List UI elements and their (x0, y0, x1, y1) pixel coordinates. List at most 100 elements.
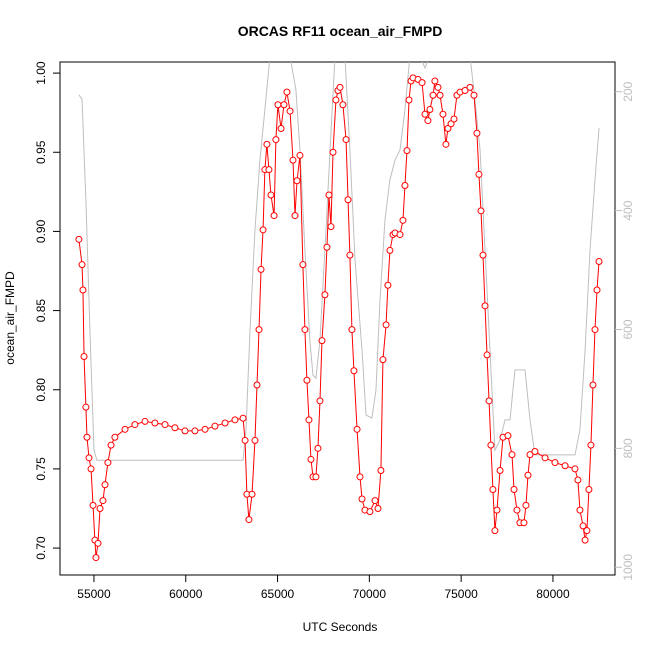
data-point (231, 416, 239, 424)
data-point (418, 79, 426, 87)
data-point (493, 506, 501, 514)
data-point (327, 223, 335, 231)
data-point (541, 454, 549, 462)
series-line (78, 77, 600, 558)
data-point (332, 96, 340, 104)
data-point (274, 101, 282, 109)
data-point (444, 125, 452, 132)
data-point (429, 91, 437, 99)
data-point (80, 353, 88, 360)
data-point (104, 459, 112, 467)
data-point (265, 166, 273, 174)
data-point (325, 191, 333, 199)
y-tick-label: 0.85 (34, 299, 48, 323)
data-point (531, 448, 539, 455)
data-point (283, 88, 291, 96)
data-point (85, 454, 93, 462)
data-point (323, 243, 331, 251)
data-point (263, 140, 271, 148)
data-point (583, 527, 591, 535)
x-tick-label: 55000 (77, 587, 111, 601)
data-point (75, 235, 83, 243)
data-point (485, 397, 493, 405)
data-point (253, 381, 261, 389)
data-point (248, 490, 256, 498)
data-point (595, 258, 603, 265)
data-point (121, 425, 129, 433)
y-tick-label: 0.70 (34, 536, 48, 560)
data-point (384, 281, 392, 289)
x-tick-label: 80000 (536, 587, 570, 601)
data-point (593, 286, 601, 294)
data-point (342, 136, 350, 144)
data-point (280, 101, 288, 109)
data-point (491, 527, 499, 535)
data-point (450, 115, 458, 123)
series-line (78, 62, 600, 461)
data-point (496, 467, 504, 474)
x-tick-label: 70000 (353, 587, 387, 601)
data-point (439, 110, 447, 118)
data-point (267, 191, 275, 199)
data-point (589, 381, 597, 389)
data-point (504, 432, 512, 440)
data-point (396, 231, 404, 239)
data-point (161, 421, 169, 429)
data-point (386, 246, 394, 254)
data-point (277, 125, 285, 132)
data-point (473, 129, 481, 137)
data-point (181, 427, 189, 435)
data-point (481, 302, 489, 310)
data-point (520, 519, 528, 527)
plot-box (59, 61, 616, 576)
data-point (94, 539, 102, 547)
y2-tick-label: 1000 (621, 554, 635, 581)
x-tick-label: 60000 (169, 587, 203, 601)
data-point (470, 91, 478, 99)
data-point (299, 261, 307, 269)
y2-tick-label: 400 (621, 200, 635, 220)
data-point (191, 427, 199, 435)
data-point (336, 83, 344, 91)
data-point (591, 326, 599, 334)
data-point (353, 425, 361, 433)
data-point (89, 501, 97, 509)
y2-tick-label: 600 (621, 319, 635, 339)
data-point (513, 506, 521, 514)
data-point (382, 321, 390, 329)
y-tick-label: 0.80 (34, 378, 48, 402)
data-point (82, 403, 90, 411)
data-point (92, 554, 100, 562)
data-point (83, 433, 91, 441)
data-point (221, 419, 229, 427)
data-point (111, 433, 119, 441)
data-point (424, 117, 432, 125)
data-point (421, 110, 429, 118)
data-point (99, 497, 107, 505)
data-point (434, 83, 442, 91)
data-point (585, 486, 593, 493)
data-point (358, 495, 366, 503)
x-tick-label: 75000 (444, 587, 478, 601)
data-point (318, 337, 326, 345)
data-point (312, 473, 320, 481)
data-point (487, 441, 495, 449)
data-point (477, 207, 485, 215)
data-point (321, 291, 329, 299)
data-point (350, 367, 358, 375)
data-point (79, 286, 87, 294)
data-point (296, 151, 304, 159)
data-point (483, 351, 491, 359)
data-point (141, 417, 149, 425)
x-tick-label: 65000 (261, 587, 295, 601)
x-axis-label: UTC Seconds (303, 620, 378, 634)
data-point (366, 508, 374, 516)
data-point (399, 216, 407, 224)
data-point (581, 536, 589, 544)
data-point (571, 465, 579, 473)
data-point (524, 471, 532, 479)
data-point (579, 522, 587, 530)
data-point (272, 136, 280, 144)
